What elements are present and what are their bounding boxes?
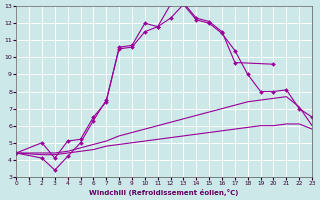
X-axis label: Windchill (Refroidissement éolien,°C): Windchill (Refroidissement éolien,°C) — [90, 189, 239, 196]
